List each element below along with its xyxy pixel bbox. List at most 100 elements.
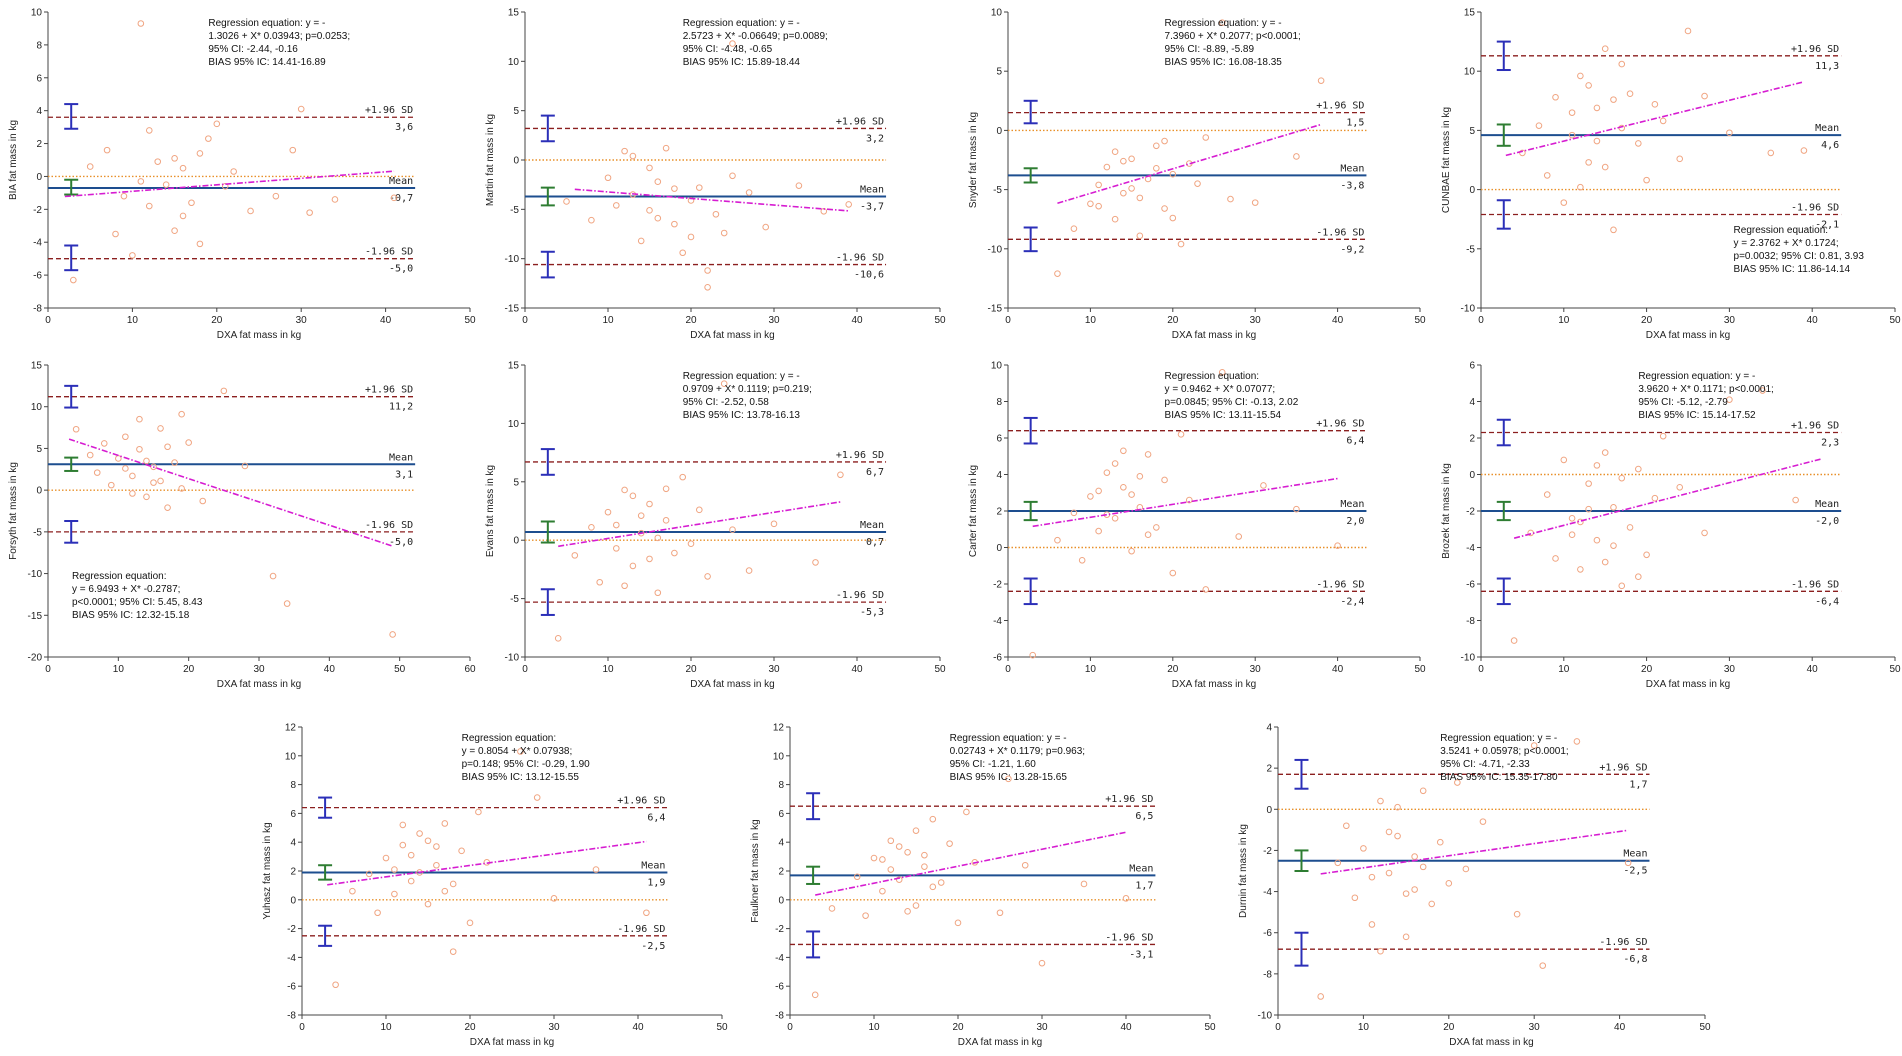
x-tick-label: 30 [1036,1022,1048,1033]
data-point [643,909,650,917]
y-tick-label: 10 [773,751,785,762]
regression-line [1057,123,1322,204]
y-tick-label: 0 [778,895,784,906]
data-point [1618,474,1626,482]
data-point [93,469,101,476]
data-point [1080,880,1088,888]
annotation-line: 95% CI: -1.21, 1.60 [950,759,1037,770]
data-point [1136,473,1144,480]
y-tick-label: 10 [31,8,43,19]
x-tick-label: 10 [1558,664,1570,675]
data-point [828,905,836,912]
lower-limit-value: -6,4 [1815,596,1839,607]
data-point [1684,27,1692,35]
lower-limit-value: -10,6 [854,270,884,281]
bland-altman-plot-6: 0 10 20 30 40 50 -10 -5 0 5 10 15 DXA fat mass in kg… [485,361,946,691]
data-point [1792,496,1799,504]
data-point [154,158,162,165]
data-point [1577,518,1584,526]
annotation-line: Regression equation: [1734,225,1829,236]
data-point [654,178,662,186]
data-point [1054,536,1061,544]
x-tick-label: 0 [45,664,51,675]
data-point [196,240,204,248]
data-point [122,433,129,441]
data-point [904,908,911,915]
data-point [1560,199,1568,206]
data-point [136,415,143,423]
y-tick-label: -4 [33,238,42,249]
y-tick-label: 0 [36,172,42,183]
data-point [1577,183,1584,191]
y-axis-label: BIA fat mass in kg [8,120,19,200]
data-point [1227,195,1234,203]
y-tick-label: 10 [991,8,1003,19]
data-point [1726,396,1733,403]
data-point [963,808,970,816]
data-point [1610,96,1617,103]
data-point [1626,90,1634,97]
data-point [687,197,695,204]
annotation-line: 3.9620 + X* 0.1171; p<0.0001; [1638,384,1774,395]
data-point [613,545,620,552]
data-point [1293,505,1300,513]
data-point [199,497,207,505]
data-point [1402,890,1410,897]
data-point [671,549,678,557]
y-tick-label: 4 [1469,397,1475,408]
data-point [466,919,474,927]
data-point [399,841,407,849]
data-point [306,209,313,216]
regression-annotation: Regression equation: y = - 3.9620 + X* 0.… [1638,371,1774,421]
x-tick-label: 40 [1807,664,1819,675]
data-point [1095,527,1102,535]
data-point [1334,542,1341,549]
x-tick-label: 0 [1478,315,1484,326]
data-point [1513,910,1521,918]
data-point [137,178,145,185]
data-point [1153,164,1160,172]
data-point [433,843,440,850]
data-point [475,808,482,816]
data-point [1029,651,1037,659]
x-axis-label: DXA fat mass in kg [1172,330,1256,341]
y-tick-label: 5 [996,67,1002,78]
y-tick-label: 2 [778,867,784,878]
data-point [1635,140,1642,147]
data-point [1202,134,1210,141]
regression-line [1505,81,1805,157]
annotation-line: Regression equation: y = - [1165,18,1282,29]
data-point [1360,845,1367,852]
annotation-line: BIAS 95% IC: 16.08-18.35 [1165,57,1283,68]
x-tick-label: 20 [685,664,697,675]
data-point [762,223,770,231]
data-point [588,216,595,224]
data-point [416,830,423,837]
data-point [1111,460,1119,467]
lower-limit-caption: -1.96 SD [1316,227,1364,238]
y-tick-label: 4 [1266,723,1272,734]
upper-limit-value: 1,5 [1346,118,1364,129]
x-tick-label: 10 [602,315,614,326]
regression-annotation: Regression equation: y = 0.9462 + X* 0.07… [1165,371,1299,421]
regression-line [327,840,647,886]
x-tick-label: 0 [1005,664,1011,675]
y-tick-label: -10 [1461,304,1476,315]
data-point [424,837,432,845]
data-point [712,210,720,218]
x-tick-label: 50 [1699,1022,1711,1033]
y-tick-label: 2 [36,139,42,150]
annotation-line: 95% CI: -4.48, -0.65 [683,44,773,55]
data-point [272,192,280,200]
x-tick-label: 10 [113,664,125,675]
data-point [1122,895,1130,902]
data-point [389,631,396,638]
y-tick-label: -6 [993,653,1002,664]
y-tick-label: 2 [996,507,1002,518]
data-point [1111,515,1119,522]
data-point [1169,214,1177,222]
x-tick-label: 50 [394,664,406,675]
data-point [1624,859,1632,867]
data-point [1177,240,1185,248]
annotation-line: BIAS 95% IC: 12.32-15.18 [72,610,190,621]
